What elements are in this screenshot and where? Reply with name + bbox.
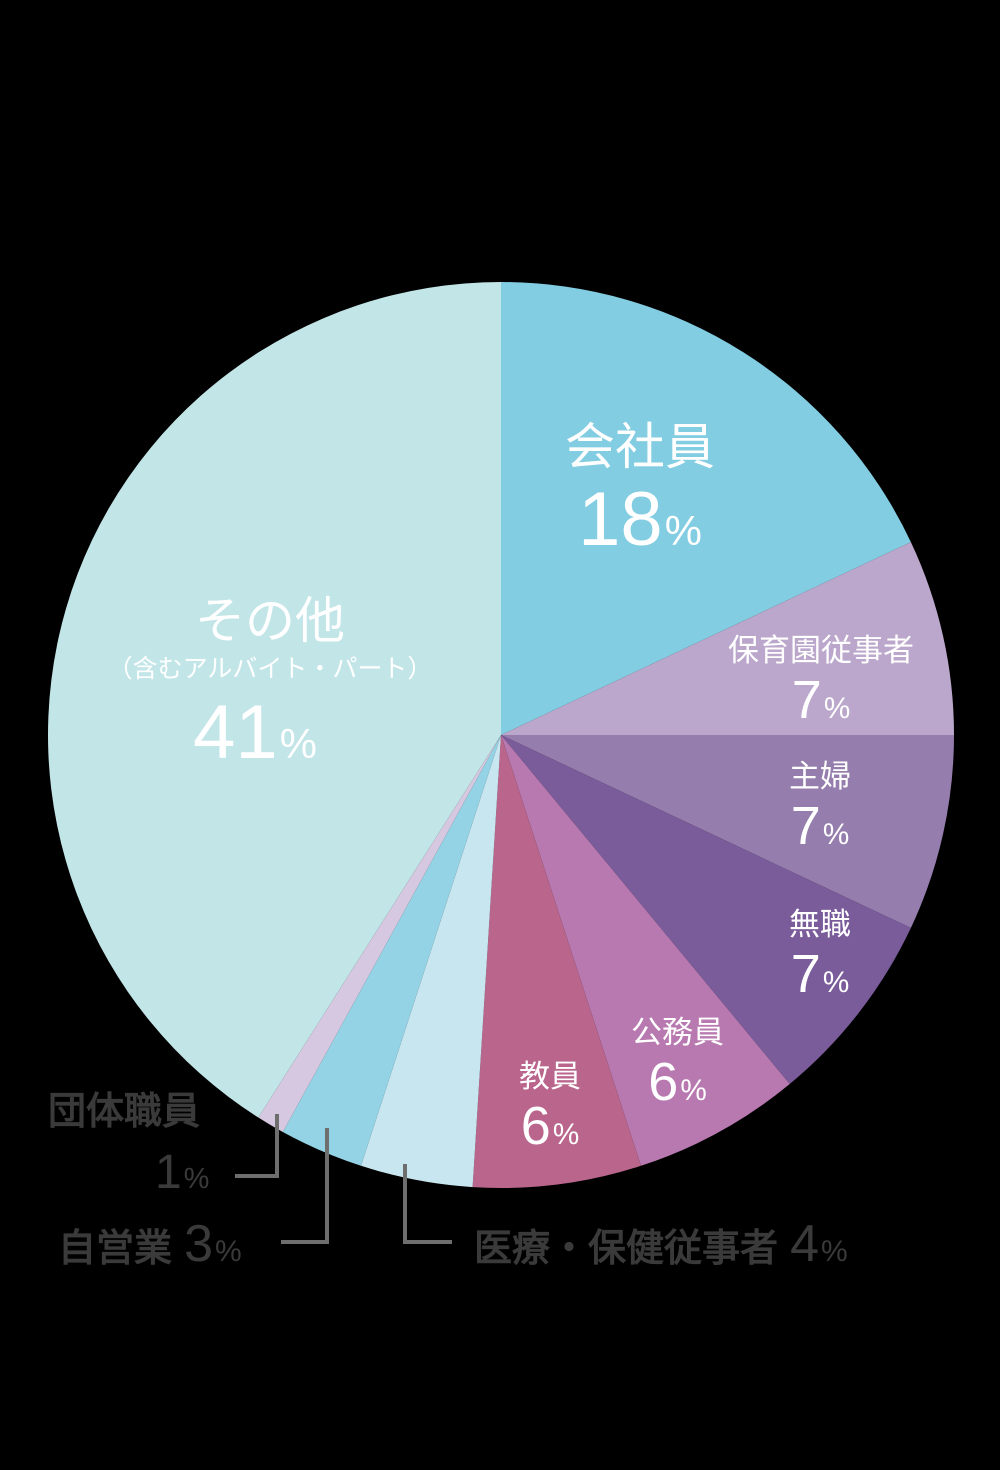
label-name: 自営業 [58,1226,173,1270]
percent-sign: % [823,692,851,725]
percent-sign: % [822,818,850,851]
label-mushoku: 無職 7% [760,907,880,1004]
leader-line-jieigyou [281,1128,329,1244]
percent-sign: % [821,1235,848,1268]
label-name: 主婦 [789,759,851,795]
label-kyouin: 教員 6% [500,1059,600,1156]
label-jieigyou: 自営業 3% [58,1218,242,1270]
slice-shufu [501,735,955,928]
slice-kyouin [472,735,641,1188]
label-name: 保育園従事者 [728,633,914,669]
label-name: 無職 [789,907,851,943]
label-shufu: 主婦 7% [760,759,880,856]
label-value: 3 [184,1215,214,1273]
slice-iryou [361,735,501,1188]
percent-sign: % [552,1118,580,1151]
label-value: 41 [193,690,278,775]
label-name: 医療・保健従事者 [474,1226,779,1270]
label-name: 団体職員 [48,1089,201,1133]
label-value: 6 [648,1052,679,1112]
label-hoikuen: 保育園従事者 7% [706,633,936,730]
label-kaishain: 会社員 18% [545,422,735,558]
label-name: 会社員 [565,418,715,476]
slice-hoikuen [501,542,955,735]
slice-jieigyou [282,735,501,1166]
percent-sign: % [680,1074,707,1107]
label-name: 公務員 [631,1015,724,1051]
label-dantai: 団体職員 [48,1092,200,1130]
label-iryou: 医療・保健従事者 4% [474,1218,848,1270]
percent-sign: % [279,720,317,767]
slice-sonota [47,282,501,1118]
label-value: 6 [520,1096,551,1156]
leader-line-iryou [403,1164,452,1244]
label-value: 1 [155,1146,182,1199]
label-value: 7 [790,796,821,856]
percent-sign: % [664,507,702,554]
label-name: その他 [195,592,345,650]
percent-sign: % [183,1163,210,1195]
percent-sign: % [215,1235,242,1268]
label-sonota: その他 （含むアルバイト・パート） 41% [70,596,470,771]
label-sublabel: （含むアルバイト・パート） [107,654,433,683]
label-koumuin: 公務員 6% [615,1015,740,1112]
label-value: 7 [790,944,821,1004]
slice-koumuin [501,735,790,1166]
leader-line-dantai [235,1114,279,1178]
label-value: 18 [578,477,663,562]
slice-mushoku [501,735,911,1084]
label-value: 4 [790,1215,820,1273]
percent-sign: % [822,966,850,999]
slice-kaishain [501,282,911,735]
label-name: 教員 [519,1059,581,1095]
label-dantai-value: 1% [155,1148,209,1197]
slice-dantai [258,735,501,1132]
label-value: 7 [791,670,822,730]
